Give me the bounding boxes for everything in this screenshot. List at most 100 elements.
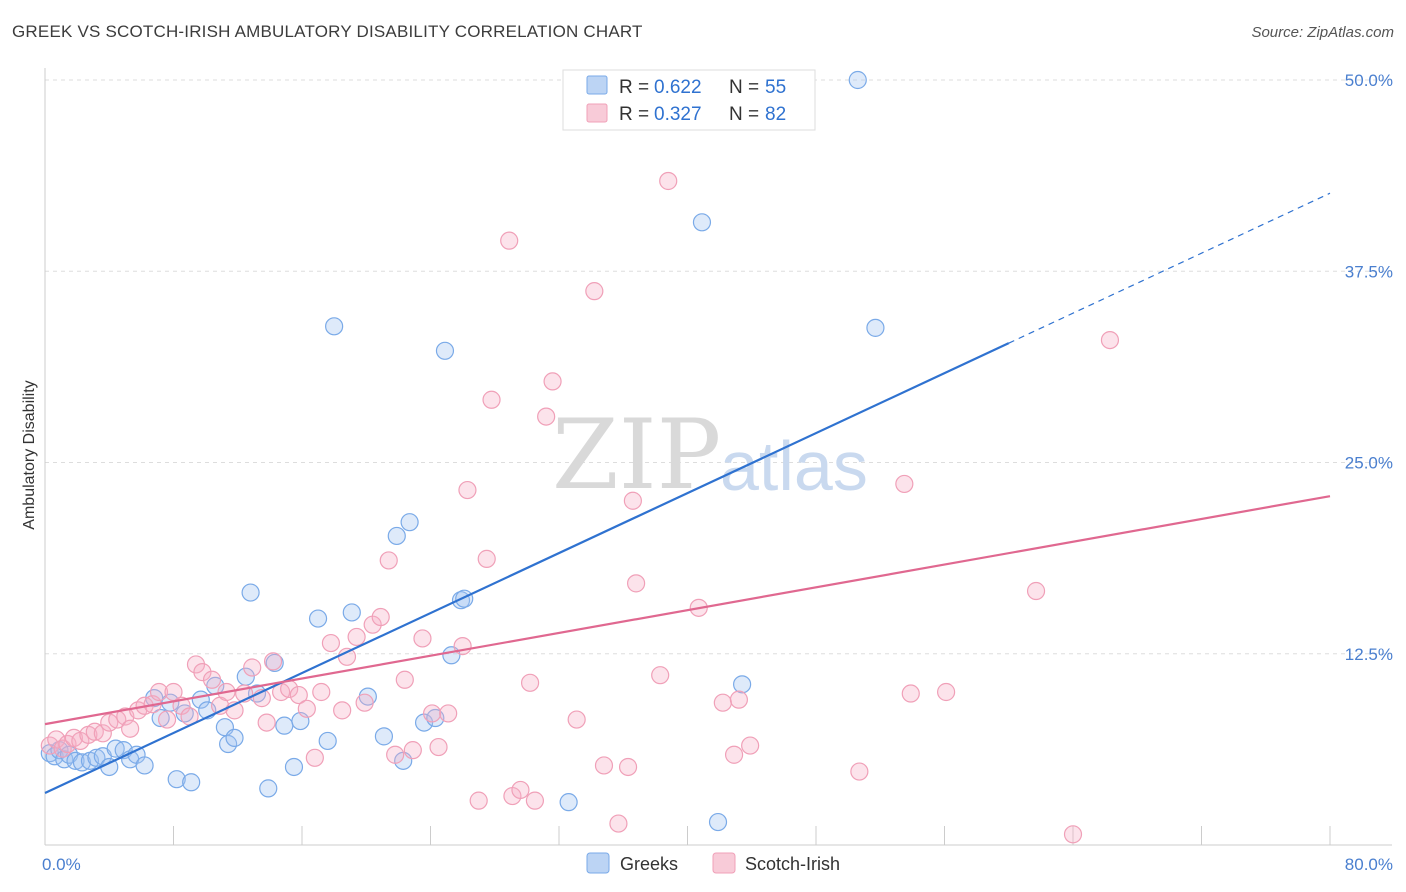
point-greeks-39	[342, 603, 361, 622]
point-greeks-36	[308, 609, 328, 628]
x-tick-label-0: 0.0%	[42, 855, 81, 874]
point-scotch-irish-50	[423, 704, 442, 723]
point-scotch-irish-77	[729, 690, 749, 709]
point-scotch-irish-44	[371, 607, 390, 627]
point-scotch-irish-22	[193, 663, 212, 682]
point-scotch-irish-28	[243, 658, 262, 677]
point-scotch-irish-54	[458, 480, 477, 500]
point-scotch-irish-72	[651, 666, 670, 685]
point-scotch-irish-48	[403, 741, 422, 760]
point-scotch-irish-68	[609, 814, 628, 833]
point-scotch-irish-58	[500, 231, 519, 250]
point-greeks-55	[848, 70, 867, 90]
point-greeks-29	[241, 583, 260, 602]
point-greeks-5	[66, 751, 85, 770]
point-scotch-irish-49	[413, 629, 432, 648]
watermark-zip: ZIP	[552, 399, 721, 511]
point-greeks-53	[708, 812, 728, 832]
point-greeks-41	[374, 727, 394, 746]
legend-r-label-1: R =	[619, 104, 649, 125]
x-tick-label-1: 80.0%	[1345, 855, 1393, 874]
point-scotch-irish-41	[347, 627, 366, 647]
point-scotch-irish-16	[149, 682, 169, 702]
point-greeks-8	[87, 748, 106, 767]
point-scotch-irish-42	[355, 693, 374, 712]
point-greeks-50	[455, 589, 474, 608]
point-scotch-irish-36	[305, 748, 324, 767]
watermark-atlas: atlas	[720, 427, 868, 505]
watermark: ZIP atlas	[552, 399, 868, 511]
y-tick-labels: 12.5% 25.0% 37.5% 50.0%	[1345, 71, 1393, 664]
legend-swatch-scotch-irish	[586, 103, 608, 123]
point-scotch-irish-39	[333, 701, 352, 720]
point-greeks-15	[135, 756, 154, 775]
y-tick-label-3: 50.0%	[1345, 71, 1393, 90]
series-legend-swatch-greeks	[586, 852, 610, 874]
legend-n-label-0: N =	[729, 77, 759, 98]
point-scotch-irish-46	[386, 745, 405, 764]
point-scotch-irish-65	[567, 710, 586, 729]
y-tick-label-2: 37.5%	[1345, 262, 1393, 281]
point-greeks-19	[167, 770, 186, 789]
x-tick-labels: 0.0% 80.0%	[42, 855, 1393, 874]
point-scotch-irish-76	[724, 745, 744, 764]
trend-line-scotch-irish	[44, 495, 1331, 726]
point-greeks-27	[225, 728, 244, 748]
point-scotch-irish-60	[511, 780, 530, 800]
point-scotch-irish-79	[850, 762, 869, 781]
point-scotch-irish-30	[257, 713, 276, 732]
legend-r-label-0: R =	[619, 77, 649, 98]
point-scotch-irish-70	[623, 491, 642, 510]
point-scotch-irish-34	[289, 685, 308, 705]
point-greeks-52	[692, 213, 712, 232]
point-scotch-irish-67	[594, 756, 614, 775]
axes	[44, 68, 1392, 846]
trend-line-greeks	[44, 342, 1010, 794]
legend-n-value-1: 82	[765, 104, 786, 125]
point-scotch-irish-55	[469, 791, 488, 810]
point-greeks-37	[318, 731, 337, 751]
point-scotch-irish-38	[321, 633, 341, 653]
y-tick-label-1: 25.0%	[1345, 454, 1393, 473]
point-scotch-irish-62	[525, 791, 545, 810]
point-scotch-irish-81	[901, 684, 920, 703]
point-greeks-21	[182, 773, 201, 792]
point-scotch-irish-23	[202, 670, 222, 689]
point-scotch-irish-85	[1100, 331, 1120, 350]
point-scotch-irish-37	[312, 682, 331, 702]
trend-line-extension-greeks	[1008, 192, 1331, 344]
point-scotch-irish-84	[1063, 825, 1083, 844]
point-scotch-irish-47	[395, 670, 414, 689]
legend-swatch-greeks	[586, 75, 608, 95]
point-scotch-irish-64	[543, 372, 562, 391]
point-scotch-irish-63	[537, 407, 556, 426]
point-scotch-irish-69	[618, 757, 638, 777]
point-scotch-irish-8	[93, 724, 112, 743]
point-scotch-irish-45	[379, 551, 398, 570]
point-greeks-42	[387, 526, 406, 546]
y-tick-label-0: 12.5%	[1345, 645, 1393, 664]
series-legend-label-scotch-irish: Scotch-Irish	[745, 854, 840, 874]
point-greeks-34	[284, 757, 304, 777]
series-legend-label-greeks: Greeks	[620, 854, 678, 874]
point-scotch-irish-75	[713, 693, 732, 712]
point-scotch-irish-31	[263, 652, 283, 671]
point-greeks-47	[435, 341, 455, 360]
trend-lines	[44, 192, 1331, 794]
legend-n-label-1: N =	[729, 104, 759, 125]
point-scotch-irish-17	[157, 710, 177, 729]
series-legend: Greeks Scotch-Irish	[586, 852, 840, 874]
point-scotch-irish-78	[741, 736, 760, 755]
point-greeks-31	[259, 779, 278, 798]
point-scotch-irish-56	[477, 549, 496, 568]
point-greeks-38	[325, 317, 344, 336]
point-scotch-irish-80	[895, 474, 914, 494]
series-legend-swatch-scotch-irish	[712, 852, 736, 874]
data-points	[40, 70, 1120, 844]
point-greeks-56	[866, 318, 885, 337]
point-greeks-33	[275, 716, 294, 735]
point-scotch-irish-66	[585, 282, 604, 301]
point-scotch-irish-61	[520, 673, 540, 692]
point-scotch-irish-57	[482, 390, 501, 409]
